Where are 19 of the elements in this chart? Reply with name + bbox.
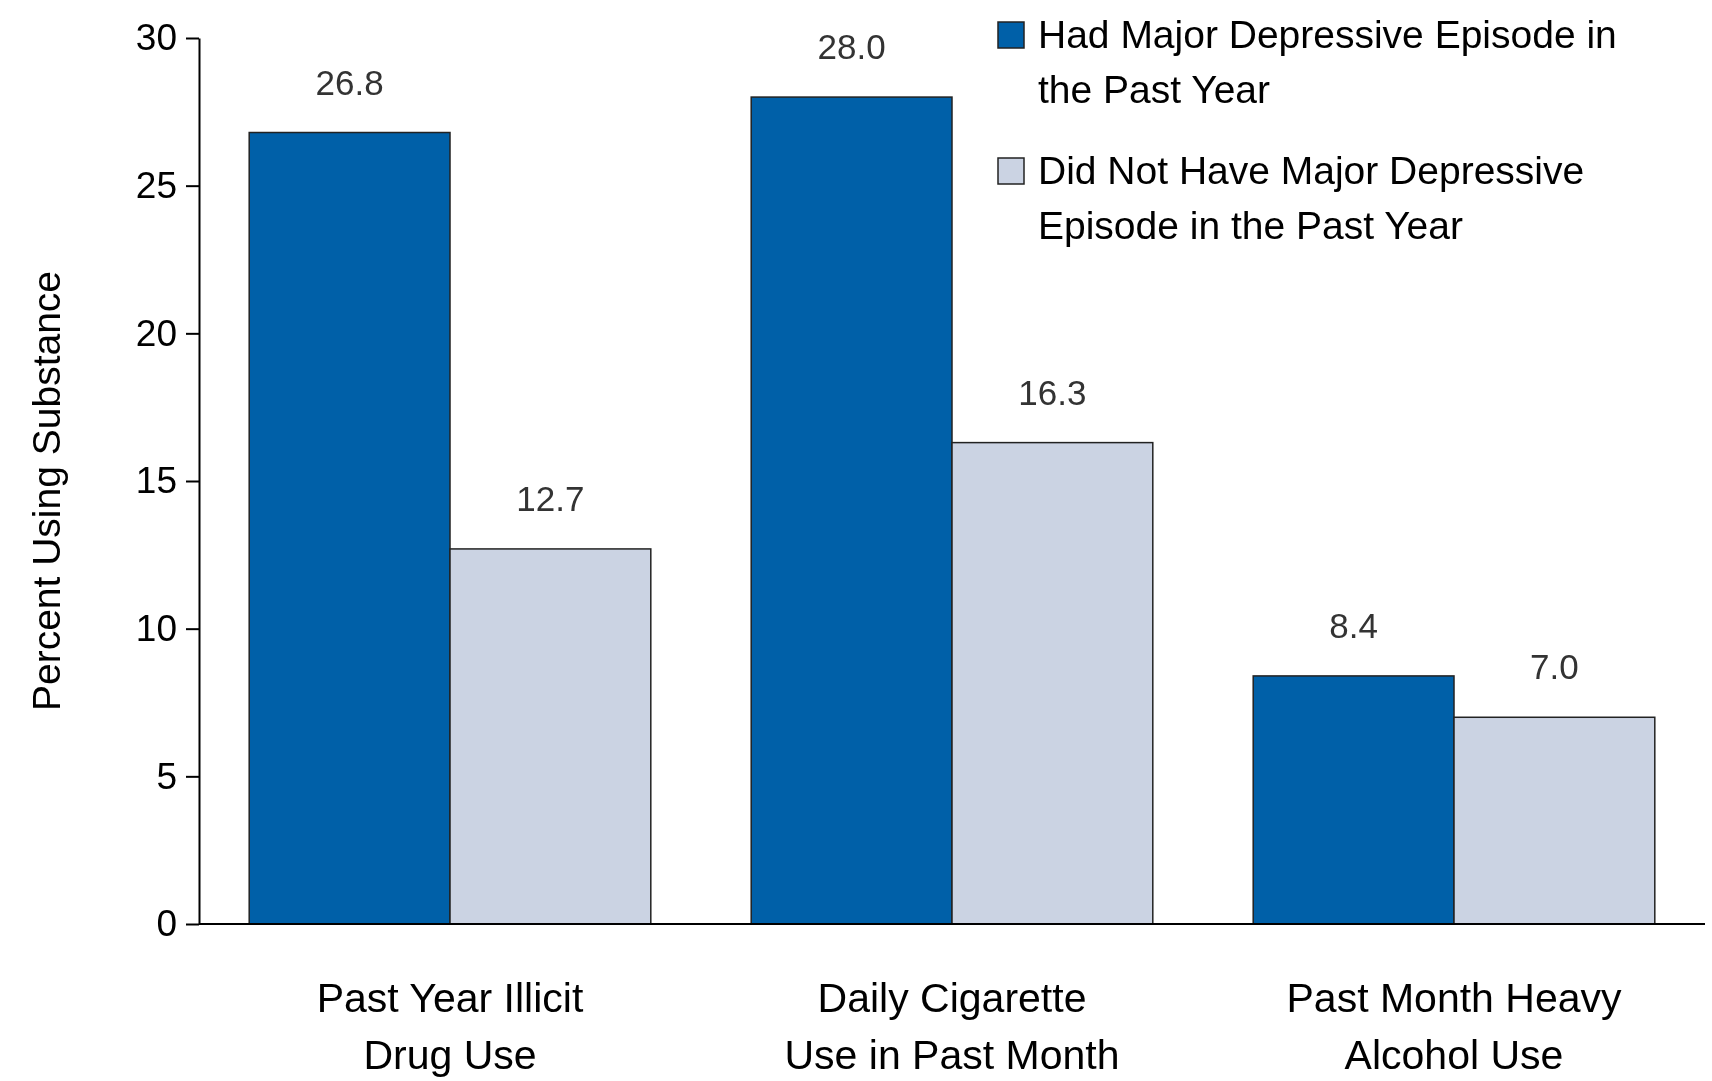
data-label: 12.7: [516, 478, 585, 518]
x-tick-label: Past Year Illicit Drug Use: [316, 975, 584, 1079]
x-tick-label: Daily Cigarette Use in Past Month: [784, 975, 1120, 1079]
y-tick-label: 5: [156, 755, 177, 797]
x-tick-label: Past Month Heavy Alcohol Use: [1286, 975, 1622, 1079]
y-tick-label: 30: [135, 17, 177, 59]
y-axis-title: Percent Using Substance: [25, 270, 68, 712]
data-label: 26.8: [315, 62, 384, 102]
data-label: 7.0: [1530, 647, 1579, 687]
data-label: 16.3: [1018, 372, 1087, 412]
data-label: 28.0: [817, 27, 886, 67]
legend-label: Did Not Have Major Depressive Episode in the Past Year: [1038, 149, 1585, 247]
y-tick-label: 20: [135, 312, 177, 354]
y-tick-label: 10: [135, 608, 177, 650]
y-tick-label: 15: [135, 460, 177, 502]
y-tick-label: 0: [156, 903, 177, 945]
legend-label: Had Major Depressive Episode in the Past Year: [1038, 13, 1617, 111]
data-label: 8.4: [1329, 605, 1378, 645]
y-tick-label: 25: [135, 165, 177, 207]
